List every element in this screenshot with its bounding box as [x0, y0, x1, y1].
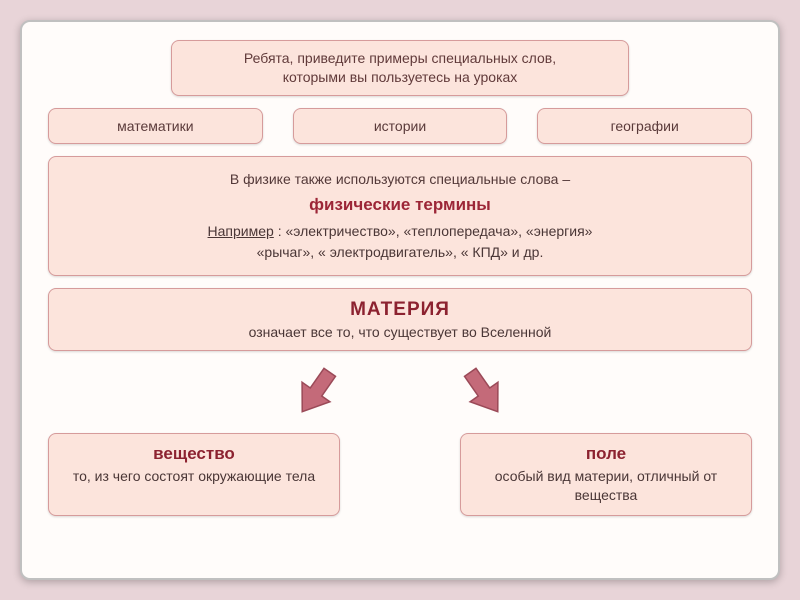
slide-frame: Ребята, приведите примеры специальных сл…	[20, 20, 780, 580]
header-line1: Ребята, приведите примеры специальных сл…	[186, 49, 614, 68]
matter-box: МАТЕРИЯ означает все то, что существует …	[48, 288, 752, 351]
physics-examples: Например : «электричество», «теплопереда…	[65, 221, 735, 263]
header-box: Ребята, приведите примеры специальных сл…	[171, 40, 629, 96]
arrow-left-icon	[287, 363, 345, 421]
example-line1: : «электричество», «теплопередача», «эне…	[274, 223, 593, 239]
arrow-right-icon	[455, 363, 513, 421]
physics-term: физические термины	[65, 192, 735, 218]
subject-math: математики	[48, 108, 263, 144]
example-label: Например	[208, 223, 274, 239]
subject-geography: географии	[537, 108, 752, 144]
substance-title: вещество	[65, 444, 323, 464]
subject-history: истории	[293, 108, 508, 144]
matter-desc: означает все то, что существует во Вселе…	[65, 324, 735, 340]
field-desc: особый вид материи, отличный от вещества	[477, 467, 735, 505]
example-line2: «рычаг», « электродвигатель», « КПД» и д…	[65, 242, 735, 263]
substance-box: вещество то, из чего состоят окружающие …	[48, 433, 340, 516]
physics-box: В физике также используются специальные …	[48, 156, 752, 277]
field-title: поле	[477, 444, 735, 464]
header-line2: которыми вы пользуетесь на уроках	[186, 68, 614, 87]
subjects-row: математики истории географии	[48, 108, 752, 144]
arrows-row	[48, 363, 752, 421]
branches-row: вещество то, из чего состоят окружающие …	[48, 433, 752, 516]
physics-intro: В физике также используются специальные …	[65, 169, 735, 190]
matter-title: МАТЕРИЯ	[65, 299, 735, 321]
substance-desc: то, из чего состоят окружающие тела	[65, 467, 323, 486]
field-box: поле особый вид материи, отличный от вещ…	[460, 433, 752, 516]
